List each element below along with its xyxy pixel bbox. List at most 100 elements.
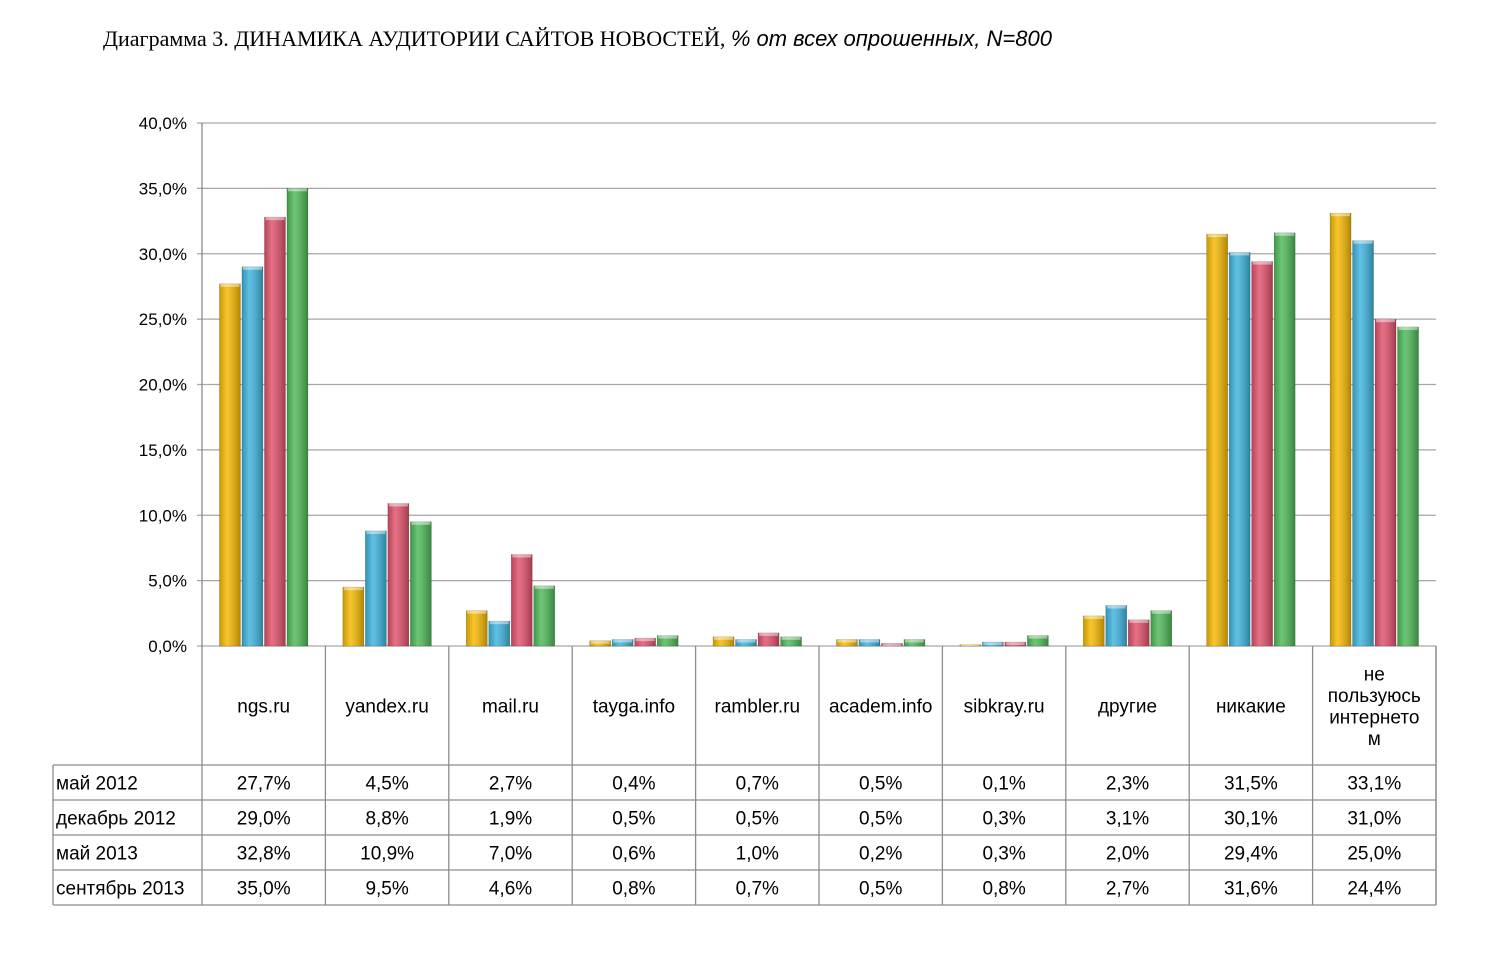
bar-shade — [858, 639, 880, 646]
bar — [1004, 641, 1027, 647]
bar-highlight — [859, 639, 879, 643]
bar-shade — [612, 639, 634, 646]
data-cell: 29,0% — [237, 809, 291, 830]
bar — [589, 640, 611, 647]
bar — [1273, 232, 1296, 647]
y-tick-label: 0,0% — [148, 637, 187, 656]
bar — [219, 283, 241, 647]
bar — [881, 643, 903, 647]
bar-highlight — [1129, 619, 1149, 623]
data-cell: 31,6% — [1224, 879, 1278, 900]
bar-highlight — [1353, 240, 1373, 244]
bar — [656, 635, 679, 647]
chart-title: Диаграмма 3. ДИНАМИКА АУДИТОРИИ САЙТОВ Н… — [103, 26, 1052, 52]
bar-shade — [1206, 234, 1228, 646]
y-tick-label: 40,0% — [139, 114, 187, 133]
bar-shade — [634, 638, 656, 646]
data-cell: 0,7% — [736, 879, 779, 900]
bar-shade — [1330, 213, 1352, 646]
bar-highlight — [1207, 234, 1227, 238]
bar — [1027, 635, 1049, 647]
chart-title-main: Диаграмма 3. ДИНАМИКА АУДИТОРИИ САЙТОВ Н… — [103, 26, 726, 51]
data-cell: 10,9% — [360, 844, 414, 865]
bar-shade — [657, 635, 679, 646]
bar-shade — [1274, 232, 1296, 646]
data-cell: 4,6% — [489, 879, 532, 900]
category-label: mail.ru — [482, 697, 539, 718]
data-cell: 0,5% — [859, 809, 902, 830]
bar-highlight — [388, 503, 408, 507]
data-cell: 1,9% — [489, 809, 532, 830]
bar-shade — [286, 188, 308, 646]
bar-highlight — [983, 642, 1003, 646]
bar-shade — [1128, 619, 1150, 646]
bar — [1127, 619, 1150, 647]
bar-highlight — [343, 587, 363, 591]
data-cell: 0,5% — [612, 809, 655, 830]
bar-shade — [982, 642, 1004, 646]
bar-shade — [410, 521, 432, 646]
bar-highlight — [882, 643, 902, 646]
bar-highlight — [658, 635, 678, 639]
bar — [1397, 326, 1419, 647]
bar — [757, 632, 780, 647]
bar — [836, 639, 858, 647]
category-label: интернето — [1329, 707, 1419, 728]
bar — [1251, 261, 1273, 647]
bar-shade — [1251, 261, 1273, 646]
bar-shade — [1027, 635, 1049, 646]
bar — [1206, 233, 1228, 647]
bar-shade — [1105, 605, 1127, 646]
bar-shade — [1150, 610, 1172, 646]
bar — [365, 530, 387, 647]
data-cell: 8,8% — [365, 809, 408, 830]
bar-shade — [1375, 319, 1397, 646]
bar — [611, 639, 634, 647]
data-cell: 27,7% — [237, 774, 291, 795]
bar-highlight — [635, 638, 655, 642]
bar-highlight — [1376, 319, 1396, 323]
category-label: не — [1364, 664, 1385, 685]
category-label: м — [1368, 729, 1381, 750]
bar-shade — [488, 621, 510, 646]
series-label: декабрь 2012 — [56, 809, 176, 830]
bar-highlight — [904, 639, 924, 643]
data-cell: 2,7% — [1106, 879, 1149, 900]
bar-highlight — [489, 621, 509, 625]
data-cell: 31,5% — [1224, 774, 1278, 795]
data-cell: 0,6% — [612, 844, 655, 865]
bar-highlight — [1398, 326, 1418, 330]
bar-highlight — [220, 283, 240, 287]
bar-shade — [365, 530, 387, 646]
data-cell: 9,5% — [365, 879, 408, 900]
data-cell: 2,0% — [1106, 844, 1149, 865]
bar-highlight — [1230, 252, 1250, 256]
y-tick-label: 30,0% — [139, 245, 187, 264]
bar — [735, 639, 757, 647]
bar-shade — [1352, 240, 1374, 647]
data-cell: 33,1% — [1347, 774, 1401, 795]
bar-highlight — [467, 610, 487, 614]
bar-shade — [466, 610, 488, 646]
category-label: sibkray.ru — [964, 697, 1045, 718]
bar-shade — [1229, 252, 1251, 646]
data-cell: 30,1% — [1224, 809, 1278, 830]
data-cell: 7,0% — [489, 844, 532, 865]
bar-highlight — [759, 632, 779, 636]
bar-shade — [387, 503, 409, 646]
y-tick-label: 15,0% — [139, 441, 187, 460]
data-cell: 0,1% — [982, 774, 1025, 795]
data-cell: 4,5% — [365, 774, 408, 795]
bar — [387, 503, 410, 647]
bar-highlight — [736, 639, 756, 643]
data-cell: 25,0% — [1347, 844, 1401, 865]
data-cell: 2,7% — [489, 774, 532, 795]
bar-highlight — [613, 639, 633, 643]
bar-highlight — [960, 644, 980, 646]
series-label: май 2013 — [56, 844, 138, 865]
y-tick-label: 10,0% — [139, 506, 187, 525]
bar-shade — [836, 639, 858, 646]
bar — [903, 639, 926, 647]
data-cell: 35,0% — [237, 879, 291, 900]
bar-highlight — [1005, 642, 1025, 646]
